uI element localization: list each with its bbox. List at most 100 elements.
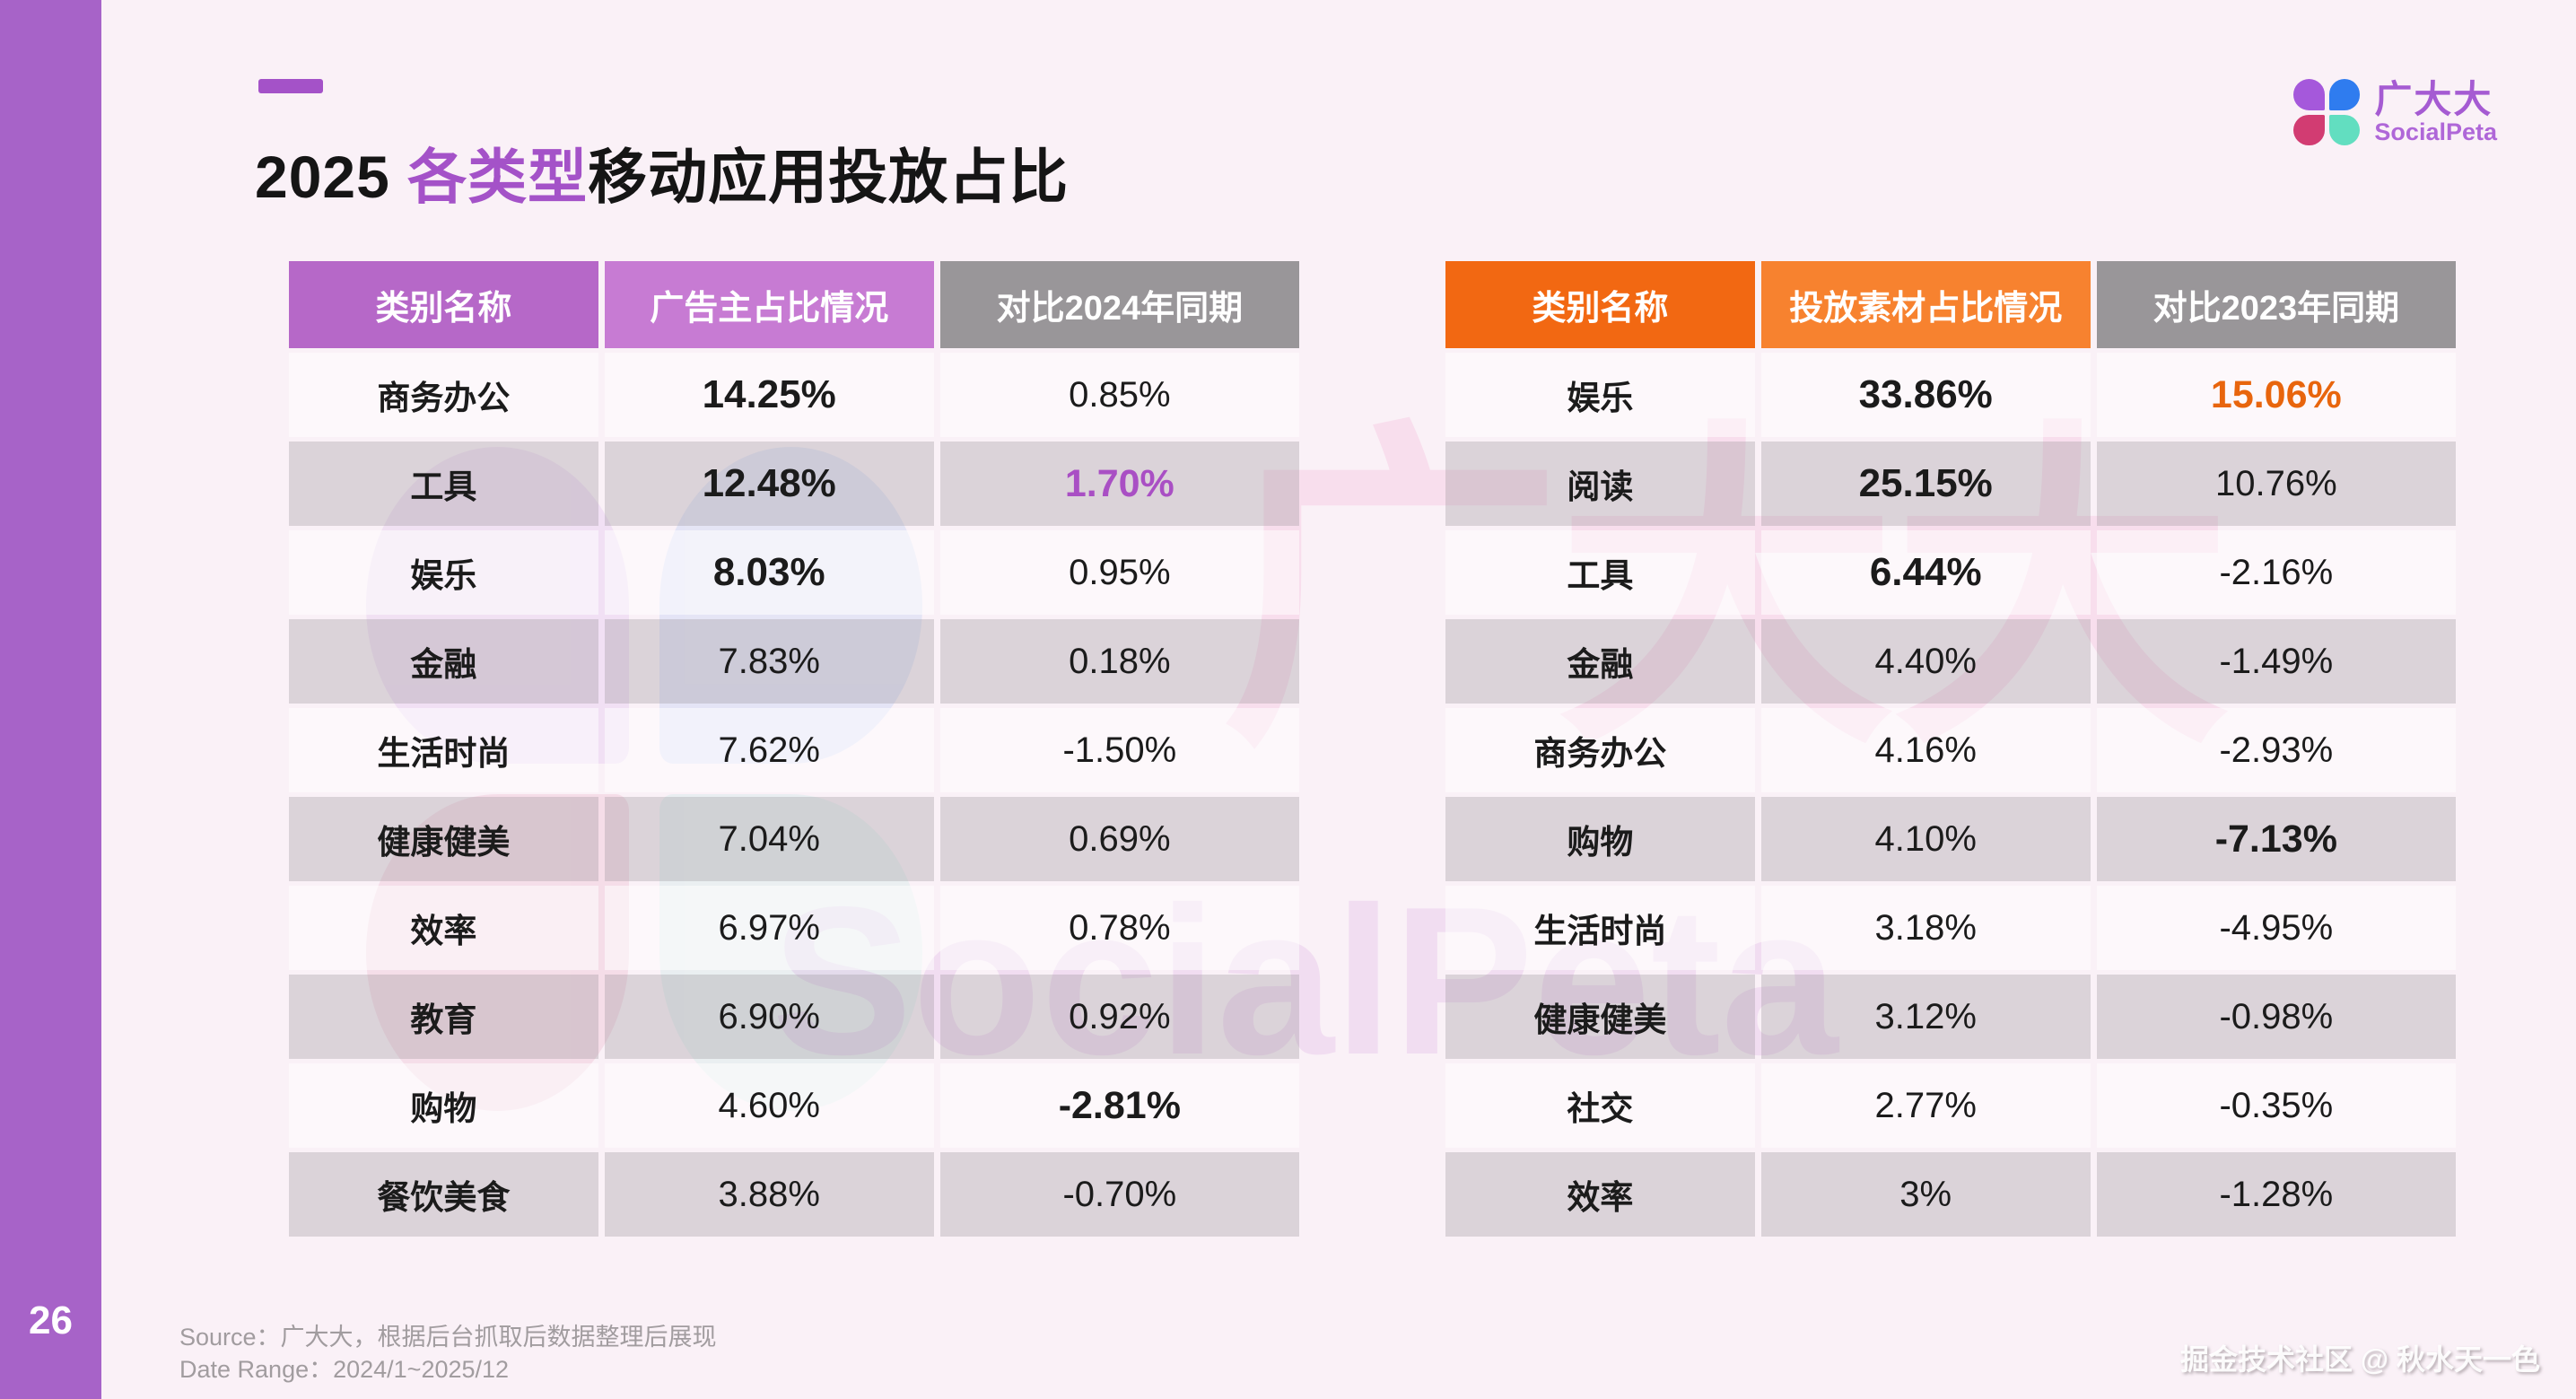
- table-body: 商务办公 14.25% 0.85% 工具 12.48% 1.70% 娱乐 8.03% 0.95%…: [289, 353, 1299, 1237]
- table-row: 商务办公 4.16% -2.93%: [1445, 708, 2456, 792]
- petal-icon: [2328, 79, 2361, 110]
- value-cell: 14.25%: [604, 353, 934, 437]
- brand-name-en: SocialPeta: [2374, 118, 2497, 145]
- category-cell: 工具: [289, 442, 598, 526]
- category-cell: 金融: [289, 619, 598, 704]
- creative-share-table: 类别名称 投放素材占比情况 对比2023年同期 娱乐 33.86% 15.06% 阅读…: [1439, 257, 2462, 1241]
- change-cell: -0.70%: [939, 1152, 1299, 1237]
- category-cell: 生活时尚: [1445, 886, 1755, 970]
- table-row: 商务办公 14.25% 0.85%: [289, 353, 1299, 437]
- petal-icon: [2293, 114, 2325, 145]
- title-suffix: 移动应用投放占比: [588, 144, 1070, 210]
- change-cell: -1.49%: [2096, 619, 2456, 704]
- table-row: 金融 7.83% 0.18%: [289, 619, 1299, 704]
- value-cell: 6.44%: [1760, 530, 2091, 615]
- brand-logo-text: 广大大 SocialPeta: [2374, 77, 2497, 145]
- source-block: Source：广大大，根据后台抓取后数据整理后展现 Date Range：202…: [179, 1321, 717, 1386]
- petal-icon: [2328, 114, 2361, 145]
- value-cell: 3.12%: [1760, 975, 2091, 1059]
- table-row: 社交 2.77% -0.35%: [1445, 1063, 2456, 1148]
- change-cell: 1.70%: [939, 442, 1299, 526]
- table-row: 健康健美 7.04% 0.69%: [289, 797, 1299, 881]
- sidebar: 26: [0, 0, 101, 1399]
- category-cell: 效率: [289, 886, 598, 970]
- credit-watermark: 掘金技术社区 @ 秋水天一色: [2180, 1343, 2540, 1376]
- brand-name-cn: 广大大: [2374, 77, 2493, 120]
- date-range-line: Date Range：2024/1~2025/12: [179, 1356, 510, 1384]
- table-row: 健康健美 3.12% -0.98%: [1445, 975, 2456, 1059]
- change-cell: -0.98%: [2096, 975, 2456, 1059]
- category-cell: 生活时尚: [289, 708, 598, 792]
- change-cell: -1.50%: [939, 708, 1299, 792]
- category-cell: 娱乐: [289, 530, 598, 615]
- value-cell: 7.83%: [604, 619, 934, 704]
- category-cell: 教育: [289, 975, 598, 1059]
- value-cell: 3.88%: [604, 1152, 934, 1237]
- brand-logo: 广大大 SocialPeta: [2293, 79, 2497, 145]
- header-cell-category: 类别名称: [1445, 261, 1755, 348]
- table-row: 金融 4.40% -1.49%: [1445, 619, 2456, 704]
- table-row: 娱乐 33.86% 15.06%: [1445, 353, 2456, 437]
- value-cell: 4.16%: [1760, 708, 2091, 792]
- value-cell: 3%: [1760, 1152, 2091, 1237]
- change-cell: 0.92%: [939, 975, 1299, 1059]
- change-cell: -4.95%: [2096, 886, 2456, 970]
- header-cell-value: 投放素材占比情况: [1760, 261, 2091, 348]
- header-cell-change: 对比2024年同期: [939, 261, 1299, 348]
- table-header: 类别名称 投放素材占比情况 对比2023年同期: [1445, 261, 2456, 348]
- title-accent-bar: [258, 79, 323, 93]
- category-cell: 金融: [1445, 619, 1755, 704]
- advertiser-share-table: 类别名称 广告主占比情况 对比2024年同期 商务办公 14.25% 0.85% 工具…: [283, 257, 1305, 1241]
- table-row: 效率 3% -1.28%: [1445, 1152, 2456, 1237]
- change-cell: -2.81%: [939, 1063, 1299, 1148]
- category-cell: 商务办公: [1445, 708, 1755, 792]
- title-prefix: 2025: [255, 144, 408, 210]
- value-cell: 7.62%: [604, 708, 934, 792]
- value-cell: 33.86%: [1760, 353, 2091, 437]
- category-cell: 效率: [1445, 1152, 1755, 1237]
- socialpeta-logo-icon: [2293, 79, 2361, 145]
- change-cell: 10.76%: [2096, 442, 2456, 526]
- change-cell: -2.16%: [2096, 530, 2456, 615]
- value-cell: 8.03%: [604, 530, 934, 615]
- page-title: 2025 各类型移动应用投放占比: [255, 129, 1069, 215]
- value-cell: 7.04%: [604, 797, 934, 881]
- table-row: 阅读 25.15% 10.76%: [1445, 442, 2456, 526]
- table-row: 娱乐 8.03% 0.95%: [289, 530, 1299, 615]
- category-cell: 娱乐: [1445, 353, 1755, 437]
- table-row: 生活时尚 3.18% -4.95%: [1445, 886, 2456, 970]
- category-cell: 商务办公: [289, 353, 598, 437]
- table-row: 效率 6.97% 0.78%: [289, 886, 1299, 970]
- table-row: 餐饮美食 3.88% -0.70%: [289, 1152, 1299, 1237]
- title-highlight: 各类型: [407, 144, 589, 210]
- table-row: 教育 6.90% 0.92%: [289, 975, 1299, 1059]
- category-cell: 阅读: [1445, 442, 1755, 526]
- page-number: 26: [29, 1298, 73, 1342]
- value-cell: 4.60%: [604, 1063, 934, 1148]
- category-cell: 健康健美: [1445, 975, 1755, 1059]
- table-row: 工具 6.44% -2.16%: [1445, 530, 2456, 615]
- change-cell: -7.13%: [2096, 797, 2456, 881]
- change-cell: -2.93%: [2096, 708, 2456, 792]
- value-cell: 4.40%: [1760, 619, 2091, 704]
- value-cell: 2.77%: [1760, 1063, 2091, 1148]
- table-body: 娱乐 33.86% 15.06% 阅读 25.15% 10.76% 工具 6.44% -2.16…: [1445, 353, 2456, 1237]
- value-cell: 4.10%: [1760, 797, 2091, 881]
- source-line: Source：广大大，根据后台抓取后数据整理后展现: [179, 1324, 717, 1351]
- value-cell: 25.15%: [1760, 442, 2091, 526]
- table-row: 购物 4.10% -7.13%: [1445, 797, 2456, 881]
- category-cell: 社交: [1445, 1063, 1755, 1148]
- category-cell: 购物: [289, 1063, 598, 1148]
- change-cell: 0.78%: [939, 886, 1299, 970]
- category-cell: 餐饮美食: [289, 1152, 598, 1237]
- header-cell-category: 类别名称: [289, 261, 598, 348]
- change-cell: 0.18%: [939, 619, 1299, 704]
- value-cell: 12.48%: [604, 442, 934, 526]
- change-cell: 0.85%: [939, 353, 1299, 437]
- header-cell-change: 对比2023年同期: [2096, 261, 2456, 348]
- table-row: 购物 4.60% -2.81%: [289, 1063, 1299, 1148]
- petal-icon: [2293, 79, 2325, 110]
- table-header: 类别名称 广告主占比情况 对比2024年同期: [289, 261, 1299, 348]
- change-cell: 15.06%: [2096, 353, 2456, 437]
